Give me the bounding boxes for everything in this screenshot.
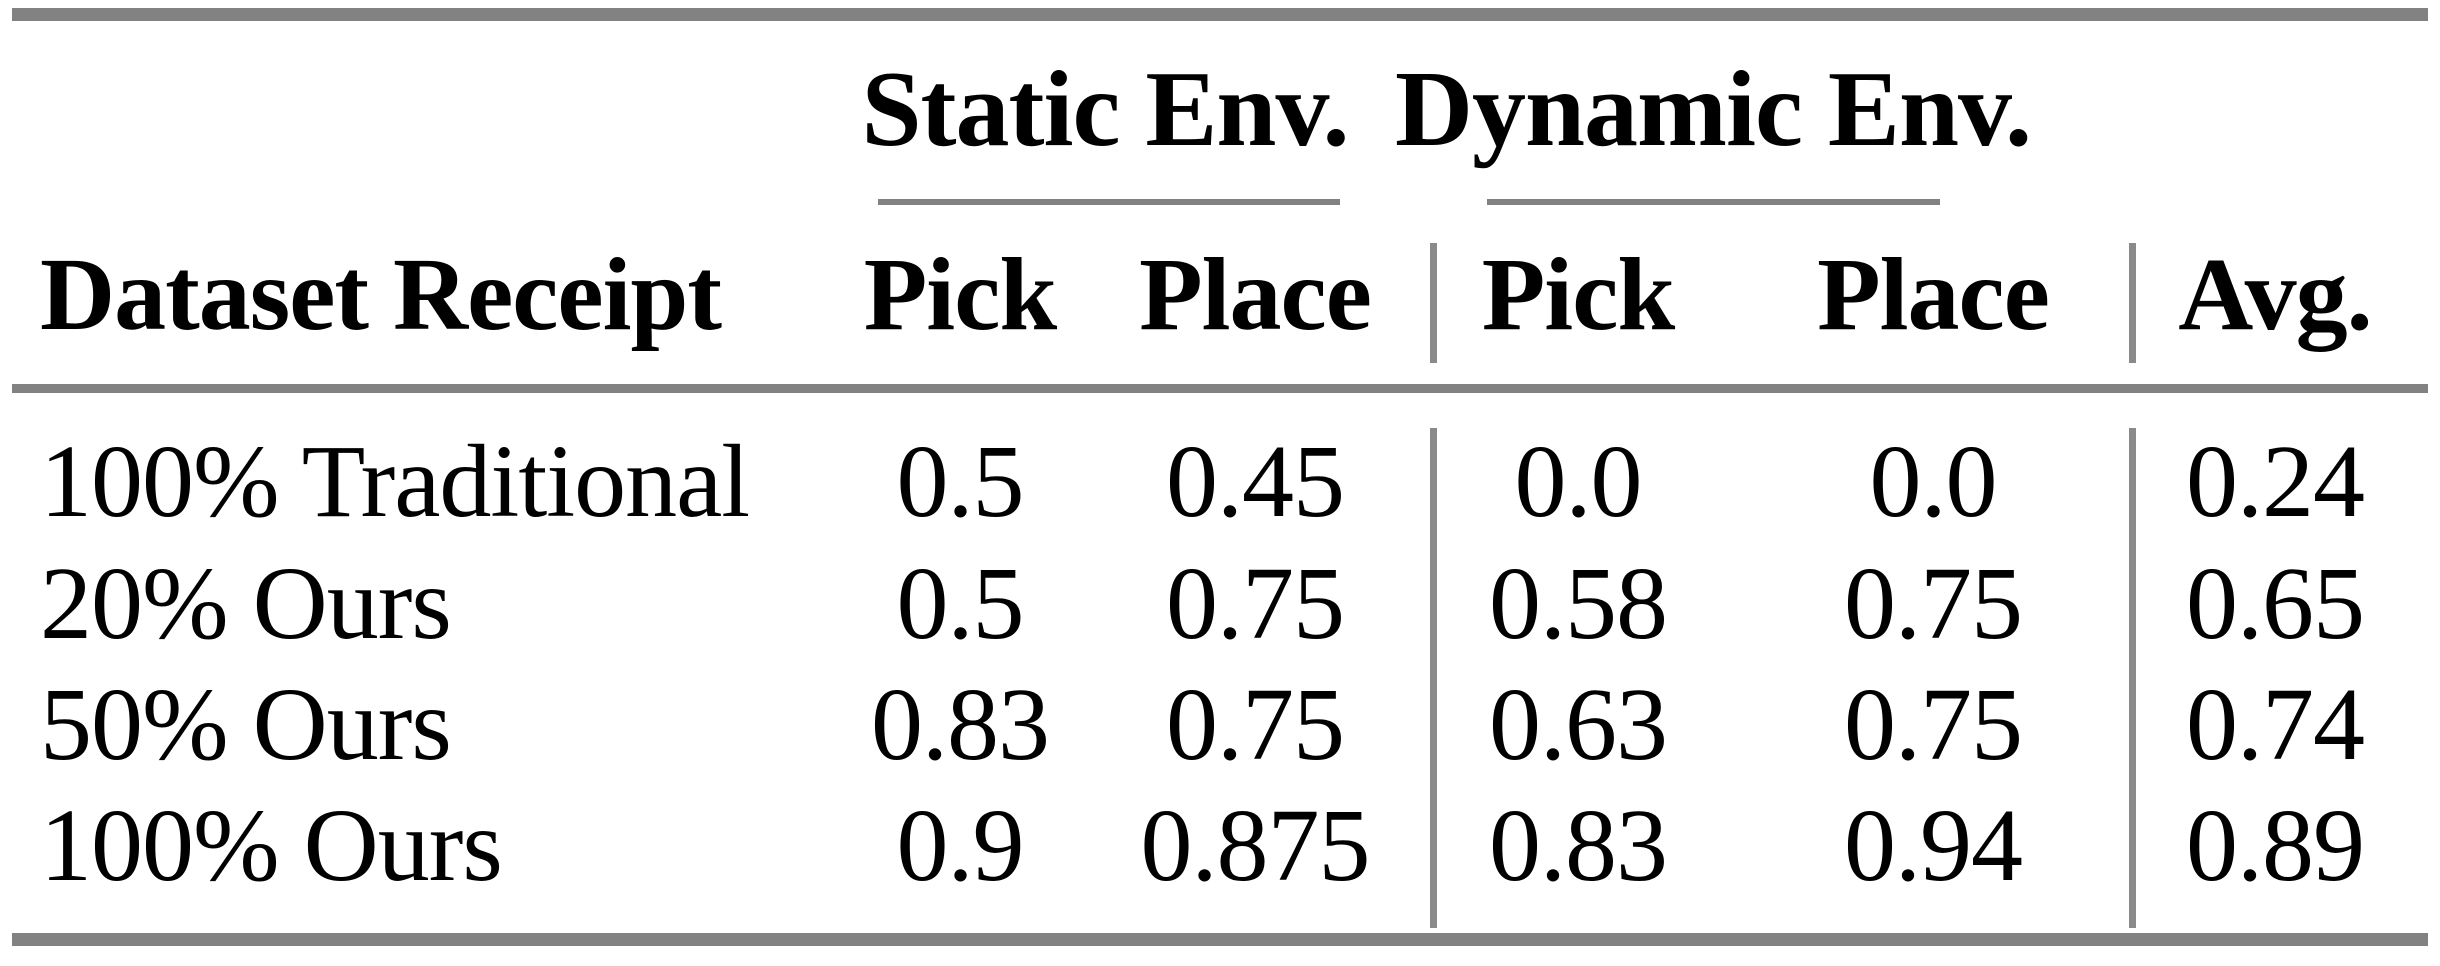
table-cell: 0.5 xyxy=(896,424,1025,539)
header-dynamic-pick: Pick xyxy=(1481,237,1675,352)
table-cell: 0.74 xyxy=(2186,667,2365,782)
header-dataset-receipt: Dataset Receipt xyxy=(40,237,722,352)
table-cell: 0.65 xyxy=(2186,546,2365,661)
table-cell: 0.75 xyxy=(1166,667,1345,782)
header-static-pick: Pick xyxy=(863,237,1057,352)
table-cell: 0.0 xyxy=(1869,424,1998,539)
table-cell: 0.63 xyxy=(1489,667,1668,782)
bottom-rule xyxy=(12,933,2428,946)
table-cell: 0.58 xyxy=(1489,546,1668,661)
dynamic-env-cmidrule xyxy=(1487,199,1940,205)
table-cell: 0.875 xyxy=(1140,788,1371,903)
table-cell: 0.24 xyxy=(2186,424,2365,539)
row-label: 20% Ours xyxy=(40,546,452,661)
table-cell: 0.75 xyxy=(1844,667,2023,782)
table-cell: 0.83 xyxy=(1489,788,1668,903)
table-cell: 0.0 xyxy=(1514,424,1643,539)
table-cell: 0.89 xyxy=(2186,788,2365,903)
table-cell: 0.75 xyxy=(1844,546,2023,661)
table-cell: 0.45 xyxy=(1166,424,1345,539)
header-static-place: Place xyxy=(1139,237,1372,352)
static-dynamic-divider-header xyxy=(1430,243,1437,363)
static-dynamic-divider-body xyxy=(1430,428,1437,928)
table-cell: 0.75 xyxy=(1166,546,1345,661)
row-label: 50% Ours xyxy=(40,667,452,782)
row-label: 100% Traditional xyxy=(40,424,750,539)
col-group-dynamic-env: Dynamic Env. xyxy=(1394,50,2032,169)
mid-rule xyxy=(12,384,2428,393)
table-cell: 0.94 xyxy=(1844,788,2023,903)
table-cell: 0.83 xyxy=(871,667,1050,782)
dynamic-avg-divider-header xyxy=(2129,243,2136,363)
top-rule xyxy=(12,8,2428,21)
table-cell: 0.5 xyxy=(896,546,1025,661)
dynamic-avg-divider-body xyxy=(2129,428,2136,928)
header-avg: Avg. xyxy=(2178,237,2372,352)
header-dynamic-place: Place xyxy=(1817,237,2050,352)
row-label: 100% Ours xyxy=(40,788,503,903)
static-env-cmidrule xyxy=(878,199,1340,205)
col-group-static-env: Static Env. xyxy=(861,50,1349,169)
table-cell: 0.9 xyxy=(896,788,1025,903)
